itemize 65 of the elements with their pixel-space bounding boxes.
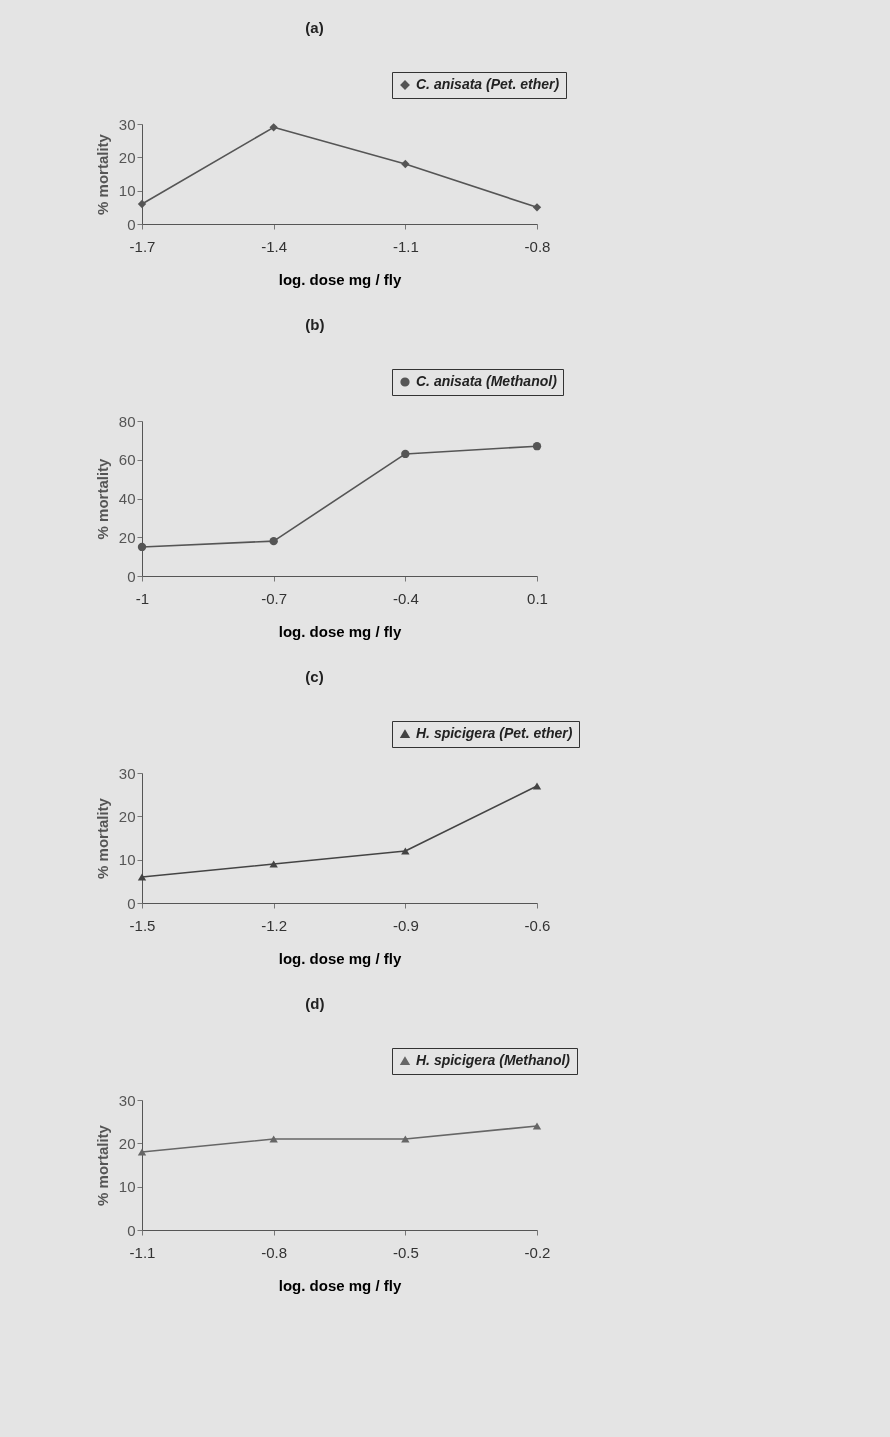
y-tick-label: 0 <box>127 567 136 585</box>
point <box>532 442 542 451</box>
y-tick-label: 20 <box>118 807 136 825</box>
y-tick-label: 80 <box>118 412 136 430</box>
point <box>269 1135 278 1143</box>
y-tick-label: 30 <box>118 1091 136 1109</box>
y-tick-label: 30 <box>118 764 136 782</box>
point <box>401 847 410 855</box>
x-axis-title: log. dose mg / fly <box>278 949 402 967</box>
x-tick-label: -0.6 <box>524 916 551 934</box>
point <box>137 1148 147 1156</box>
y-tick-label: 30 <box>118 115 136 133</box>
y-tick-label: 10 <box>118 182 136 200</box>
x-tick-label: -1 <box>135 589 150 607</box>
x-axis-title: log. dose mg / fly <box>278 1276 402 1294</box>
x-tick-label: -0.2 <box>524 1243 551 1261</box>
y-axis-title: % mortality <box>93 133 111 215</box>
point <box>401 1135 410 1143</box>
y-tick-label: 0 <box>127 1221 136 1239</box>
x-tick-label: -0.9 <box>392 916 419 934</box>
chart-title: (c) <box>305 667 324 685</box>
y-tick-label: 0 <box>127 215 136 233</box>
chart-title: (a) <box>305 18 324 36</box>
legend-label: C. anisata (Methanol) <box>416 373 558 389</box>
y-tick-label: 20 <box>118 148 136 166</box>
x-tick-label: 0.1 <box>527 589 548 607</box>
point <box>137 873 147 881</box>
x-tick-label: -1.1 <box>392 237 419 255</box>
x-tick-label: -0.4 <box>392 589 419 607</box>
x-axis-title: log. dose mg / fly <box>278 622 402 640</box>
x-tick-label: -1.7 <box>129 237 156 255</box>
point <box>269 860 278 868</box>
chart-title: (d) <box>305 994 325 1012</box>
y-tick-label: 60 <box>118 451 136 469</box>
y-axis-title: % mortality <box>93 1124 111 1206</box>
y-tick-label: 40 <box>118 490 136 507</box>
point <box>137 542 147 552</box>
x-tick-label: -1.2 <box>261 916 288 934</box>
y-tick-label: 10 <box>118 851 136 869</box>
x-tick-label: -0.5 <box>392 1243 419 1261</box>
point <box>532 203 542 212</box>
y-axis-title: % mortality <box>93 797 111 879</box>
point <box>269 123 278 132</box>
point <box>532 782 542 790</box>
y-tick-label: 20 <box>118 1134 136 1152</box>
point <box>269 536 278 546</box>
legend-label: H. spicigera (Methanol) <box>416 1052 571 1068</box>
point <box>401 159 410 169</box>
x-tick-label: -0.7 <box>261 589 288 607</box>
x-tick-label: -0.8 <box>261 1243 288 1261</box>
x-tick-label: -1.4 <box>261 237 288 255</box>
legend-label: C. anisata (Pet. ether) <box>416 76 560 92</box>
y-tick-label: 20 <box>118 528 136 546</box>
point <box>137 199 147 209</box>
y-tick-label: 0 <box>127 894 136 912</box>
y-tick-label: 10 <box>118 1178 136 1196</box>
y-axis-title: % mortality <box>93 457 111 540</box>
point <box>532 1122 542 1130</box>
x-tick-label: -0.8 <box>524 237 551 255</box>
x-tick-label: -1.1 <box>129 1243 156 1261</box>
legend-label: H. spicigera (Pet. ether) <box>416 725 573 741</box>
chart-title: (b) <box>305 315 325 333</box>
point <box>401 449 410 459</box>
x-tick-label: -1.5 <box>129 916 156 934</box>
x-axis-title: log. dose mg / fly <box>278 270 402 288</box>
